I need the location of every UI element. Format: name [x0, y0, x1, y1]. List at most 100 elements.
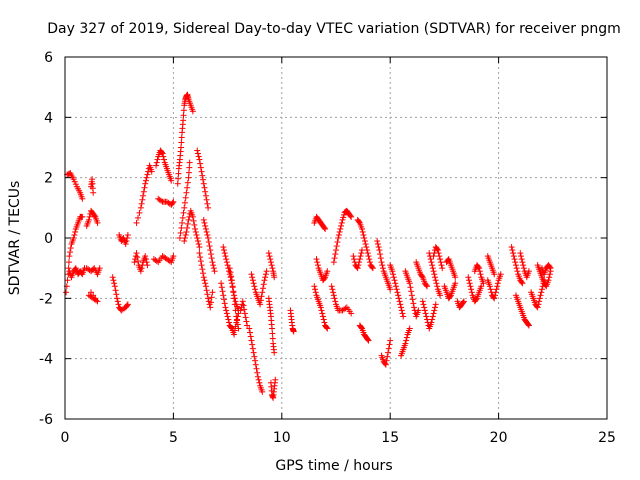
data-point [290, 328, 297, 335]
data-point [202, 188, 209, 195]
data-point [452, 274, 459, 281]
data-point [336, 228, 343, 235]
data-point [324, 325, 331, 332]
data-point [382, 361, 389, 368]
data-point [378, 259, 385, 266]
data-point [494, 283, 501, 290]
data-point [249, 277, 256, 284]
data-point [492, 289, 499, 296]
data-point [200, 180, 207, 187]
data-point [525, 322, 532, 329]
data-point [389, 268, 396, 275]
data-point [191, 221, 198, 228]
data-point [421, 304, 428, 311]
data-point [366, 259, 373, 266]
data-point [547, 265, 554, 272]
data-point [354, 265, 361, 272]
data-point [359, 225, 366, 232]
data-point [266, 253, 273, 260]
data-point [226, 265, 233, 272]
data-point [200, 216, 207, 223]
data-point [384, 353, 391, 360]
x-tick-label: 5 [169, 430, 178, 446]
data-point [487, 286, 494, 293]
data-point [432, 277, 439, 284]
data-point [154, 156, 161, 163]
data-point [514, 268, 521, 275]
data-point [374, 241, 381, 248]
data-point [430, 310, 437, 317]
data-point [518, 256, 525, 263]
data-point [400, 313, 407, 320]
data-point [196, 250, 203, 257]
data-point [427, 256, 434, 263]
data-point [90, 292, 97, 299]
data-point [331, 295, 338, 302]
data-point [478, 283, 485, 290]
data-point [225, 316, 232, 323]
data-point [186, 159, 193, 166]
data-point [468, 289, 475, 296]
data-point [194, 150, 201, 157]
data-point [182, 231, 189, 238]
data-point [207, 251, 214, 258]
data-point [365, 253, 372, 260]
data-point [312, 289, 319, 296]
data-point [178, 139, 185, 146]
data-point [348, 213, 355, 220]
data-point [181, 238, 188, 245]
data-point [426, 250, 433, 257]
data-point [361, 235, 368, 241]
data-point [468, 286, 475, 293]
data-point [196, 156, 203, 163]
data-point [466, 280, 473, 287]
data-point [269, 325, 276, 332]
data-point [323, 324, 330, 331]
data-point [211, 268, 218, 275]
data-point [201, 277, 208, 284]
data-point [398, 307, 405, 314]
data-point [269, 335, 276, 342]
data-point [332, 298, 339, 305]
data-point [379, 265, 386, 272]
y-tick-label: 6 [44, 50, 53, 66]
data-point [153, 258, 160, 265]
data-point [321, 275, 328, 282]
data-point [71, 231, 78, 238]
data-point [262, 274, 269, 281]
data-point [193, 231, 200, 238]
data-point [239, 301, 246, 308]
data-point [139, 196, 146, 203]
data-point [391, 277, 398, 284]
data-point [545, 277, 552, 284]
data-point [254, 369, 261, 376]
data-point [175, 170, 182, 177]
data-point [396, 298, 403, 305]
data-point [348, 310, 355, 317]
data-point [476, 265, 483, 272]
data-point [205, 239, 212, 246]
data-point [419, 298, 426, 305]
data-point [383, 357, 390, 364]
data-point [395, 295, 402, 302]
data-point [247, 329, 254, 336]
data-point [176, 235, 183, 241]
data-point [311, 283, 318, 290]
data-point [460, 299, 467, 306]
data-point [491, 271, 498, 278]
data-point [227, 274, 234, 281]
data-point [335, 231, 342, 238]
data-point [259, 388, 266, 395]
data-point [158, 197, 165, 204]
data-point [205, 235, 212, 241]
data-point [144, 171, 151, 178]
data-point [142, 256, 149, 263]
data-point [438, 262, 445, 269]
data-point [205, 295, 212, 302]
data-point [520, 262, 527, 269]
data-point [178, 134, 185, 141]
data-point [170, 253, 177, 260]
data-point [272, 376, 279, 383]
data-point [221, 300, 228, 307]
data-point [406, 325, 413, 332]
